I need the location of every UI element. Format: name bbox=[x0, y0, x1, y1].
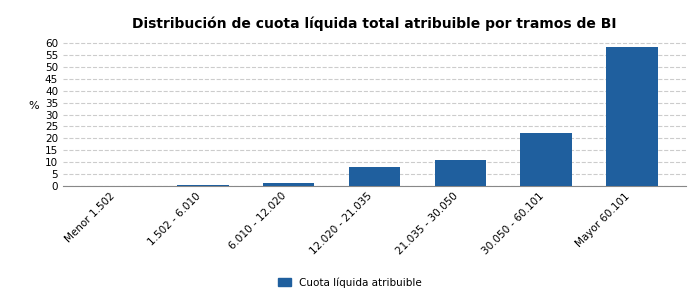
Title: Distribución de cuota líquida total atribuible por tramos de BI: Distribución de cuota líquida total atri… bbox=[132, 16, 617, 31]
Bar bbox=[349, 167, 400, 186]
Bar bbox=[435, 160, 486, 186]
Y-axis label: %: % bbox=[29, 101, 39, 111]
Bar bbox=[263, 183, 314, 186]
Bar bbox=[520, 133, 572, 186]
Bar bbox=[91, 185, 143, 186]
Legend: Cuota líquida atribuible: Cuota líquida atribuible bbox=[274, 273, 426, 292]
Bar bbox=[606, 47, 658, 186]
Bar bbox=[177, 185, 229, 186]
